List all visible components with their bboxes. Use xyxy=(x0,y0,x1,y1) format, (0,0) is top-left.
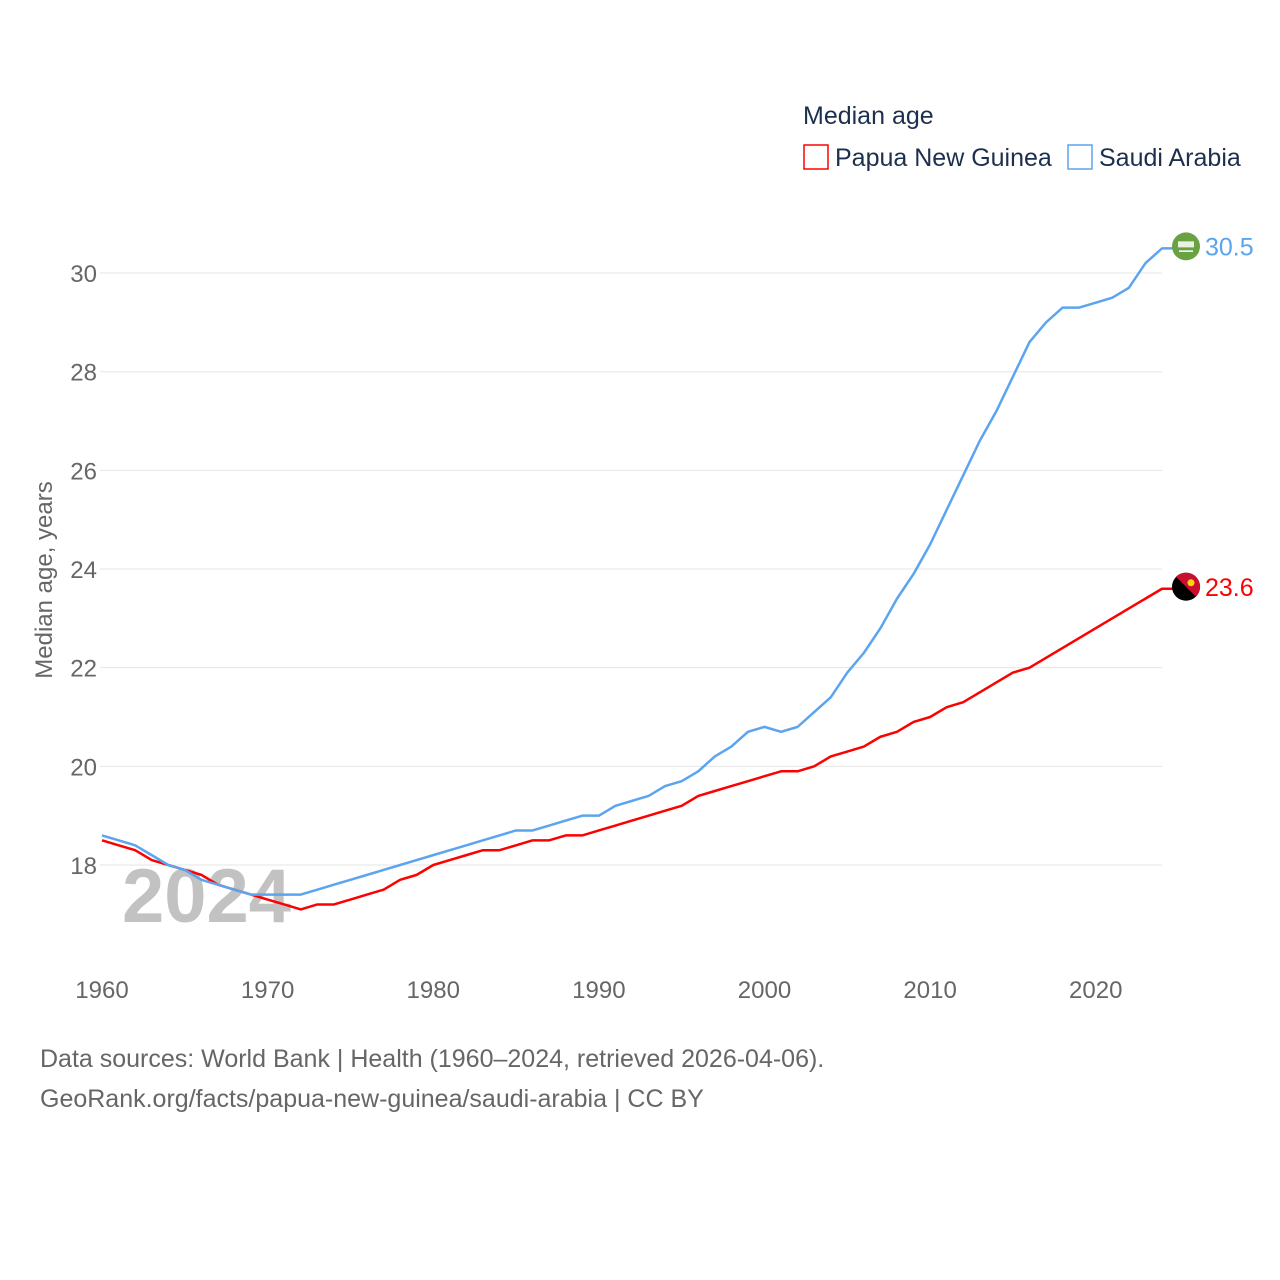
y-axis-label: Median age, years xyxy=(31,481,58,678)
x-tick-label: 1970 xyxy=(241,977,294,1004)
line-chart: 2024 18 20 22 24 26 28 30 1960 1970 1980 1990 2000 2… xyxy=(31,102,1254,1004)
series-line-papua-new-guinea xyxy=(101,587,1176,911)
x-tick-label: 1990 xyxy=(572,977,625,1004)
saudi-arabia-flag-icon xyxy=(1172,232,1200,261)
end-value-label-saudi-arabia: 30.5 xyxy=(1205,233,1254,261)
legend-item-saudi-arabia[interactable]: Saudi Arabia xyxy=(1067,144,1241,172)
y-tick-label: 20 xyxy=(70,754,97,781)
legend-item-papua-new-guinea[interactable]: Papua New Guinea xyxy=(803,144,1052,172)
x-tick-label: 2020 xyxy=(1069,977,1122,1004)
legend-title: Median age xyxy=(803,102,934,130)
x-tick-label: 1960 xyxy=(75,977,128,1004)
x-tick-label: 1980 xyxy=(407,977,460,1004)
source-line: Data sources: World Bank | Health (1960–… xyxy=(40,1045,825,1073)
series-line-saudi-arabia xyxy=(101,247,1176,896)
y-tick-label: 22 xyxy=(70,656,97,683)
y-tick-label: 24 xyxy=(70,557,97,584)
y-tick-label: 26 xyxy=(70,458,97,485)
y-tick-label: 18 xyxy=(70,853,97,880)
source-url[interactable]: GeoRank.org/facts/papua-new-guinea/saudi… xyxy=(40,1085,704,1113)
legend-swatch-saudi-arabia xyxy=(1067,144,1093,170)
watermark-year: 2024 xyxy=(122,854,291,939)
y-tick-label: 30 xyxy=(70,261,97,288)
end-value-label-papua-new-guinea: 23.6 xyxy=(1205,574,1254,602)
x-tick-label: 2000 xyxy=(738,977,791,1004)
legend-swatch-papua-new-guinea xyxy=(803,144,829,170)
x-tick-label: 2010 xyxy=(903,977,956,1004)
legend-label: Saudi Arabia xyxy=(1099,144,1241,172)
legend-label: Papua New Guinea xyxy=(835,144,1052,172)
papua-new-guinea-flag-icon xyxy=(1172,572,1201,601)
y-tick-label: 28 xyxy=(70,360,97,387)
